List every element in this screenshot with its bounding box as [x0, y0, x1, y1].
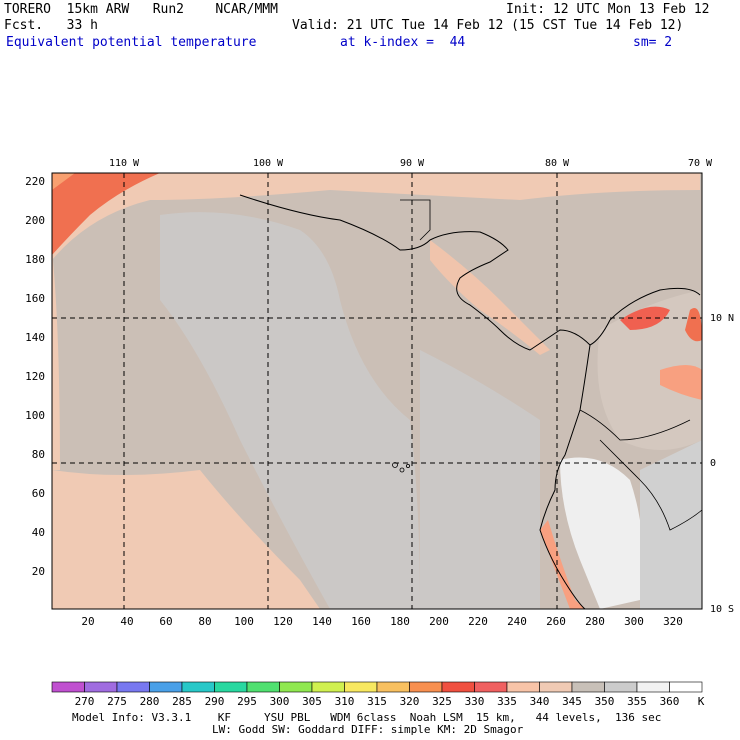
- y-tick-label: 200: [25, 214, 45, 227]
- theta-e-field: [52, 173, 702, 609]
- longitude-labels: 110 W 100 W 90 W 80 W 70 W: [109, 158, 713, 169]
- x-tick-label: 280: [585, 615, 605, 628]
- colorbar-swatch: [571, 681, 605, 693]
- y-tick-label: 160: [25, 292, 45, 305]
- colorbar-labels: 270 275 280 285 290 295 300 305 310 315 320 325 330 3…: [75, 695, 705, 708]
- colorbar-swatch: [539, 681, 573, 693]
- colorbar-swatch: [214, 681, 248, 693]
- y-tick-label: 100: [25, 409, 45, 422]
- colorbar-label: 355: [627, 695, 647, 708]
- colorbar-label: 340: [530, 695, 550, 708]
- latlon-grid: [52, 173, 702, 609]
- x-tick-label: 80: [198, 615, 211, 628]
- x-tick-label: 20: [81, 615, 94, 628]
- colorbar-swatch: [246, 681, 280, 693]
- latitude-label: 10 N: [710, 313, 734, 324]
- latitude-label: 10 S: [710, 604, 734, 615]
- colorbar-swatch: [636, 681, 670, 693]
- colorbar-label: 295: [237, 695, 257, 708]
- colorbar-label: 280: [140, 695, 160, 708]
- forecast-hour: Fcst. 33 h: [4, 18, 98, 33]
- longitude-label: 70 W: [688, 158, 713, 169]
- colorbar-unit: K: [698, 695, 705, 708]
- x-tick-label: 180: [390, 615, 410, 628]
- map-frame: [51, 172, 703, 610]
- colorbar-swatch: [604, 681, 638, 693]
- colorbar-swatch: [279, 681, 313, 693]
- colorbar-swatch: [474, 681, 508, 693]
- x-tick-label: 60: [159, 615, 172, 628]
- colorbar-swatch: [344, 681, 378, 693]
- longitude-label: 110 W: [109, 158, 140, 169]
- longitude-label: 90 W: [400, 158, 425, 169]
- smoothing-label: sm= 2: [633, 35, 673, 50]
- init-time: Init: 12 UTC Mon 13 Feb 12: [506, 2, 710, 17]
- colorbar-label: 330: [465, 695, 485, 708]
- colorbar-swatch: [376, 681, 410, 693]
- longitude-label: 100 W: [253, 158, 284, 169]
- colorbar-swatch: [669, 681, 703, 693]
- colorbar-label: 305: [302, 695, 322, 708]
- model-title: TORERO 15km ARW Run2 NCAR/MMM: [4, 2, 278, 17]
- x-tick-label: 120: [273, 615, 293, 628]
- y-tick-label: 40: [32, 526, 45, 539]
- field-name: Equivalent potential temperature: [6, 35, 257, 50]
- colorbar-swatch: [506, 681, 540, 693]
- level-label: at k-index = 44: [340, 35, 466, 50]
- x-tick-label: 320: [663, 615, 683, 628]
- y-tick-label: 120: [25, 370, 45, 383]
- colorbar-label: 315: [367, 695, 387, 708]
- latitude-label: 0: [710, 458, 716, 469]
- x-tick-label: 240: [507, 615, 527, 628]
- colorbar-label: 275: [107, 695, 127, 708]
- colorbar-label: 335: [497, 695, 517, 708]
- x-tick-label: 140: [312, 615, 332, 628]
- y-tick-label: 80: [32, 448, 45, 461]
- colorbar-label: 345: [562, 695, 582, 708]
- colorbar-swatch: [311, 681, 345, 693]
- y-tick-label: 60: [32, 487, 45, 500]
- y-tick-label: 180: [25, 253, 45, 266]
- y-tick-label: 20: [32, 565, 45, 578]
- colorbar-label: 270: [75, 695, 95, 708]
- colorbar-swatch: [84, 681, 118, 693]
- x-tick-label: 160: [351, 615, 371, 628]
- colorbar: [51, 681, 703, 693]
- x-tick-label: 100: [234, 615, 254, 628]
- colorbar-swatch: [149, 681, 183, 693]
- y-tick-label: 140: [25, 331, 45, 344]
- valid-time: Valid: 21 UTC Tue 14 Feb 12 (15 CST Tue …: [292, 18, 684, 33]
- y-axis-ticks: 220 200 180 160 140 120 100 80 60 40 20: [25, 175, 45, 578]
- colorbar-label: 320: [400, 695, 420, 708]
- model-info-line: Model Info: V3.3.1 KF YSU PBL WDM 6class…: [72, 711, 662, 724]
- colorbar-label: 290: [205, 695, 225, 708]
- colorbar-swatch: [116, 681, 150, 693]
- colorbar-swatch: [441, 681, 475, 693]
- x-tick-label: 220: [468, 615, 488, 628]
- colorbar-label: 325: [432, 695, 452, 708]
- longitude-label: 80 W: [545, 158, 570, 169]
- latitude-labels: 10 N 0 10 S: [710, 313, 734, 615]
- x-tick-label: 300: [624, 615, 644, 628]
- y-tick-label: 220: [25, 175, 45, 188]
- colorbar-label: 360: [660, 695, 680, 708]
- x-tick-label: 200: [429, 615, 449, 628]
- x-tick-label: 40: [120, 615, 133, 628]
- colorbar-label: 310: [335, 695, 355, 708]
- physics-info-line: LW: Godd SW: Goddard DIFF: simple KM: 2D…: [212, 723, 524, 736]
- x-axis-ticks: 20 40 60 80 100 120 140 160 180 200 220 240 260 280 30…: [81, 615, 683, 628]
- colorbar-label: 285: [172, 695, 192, 708]
- colorbar-swatch: [181, 681, 215, 693]
- colorbar-label: 300: [270, 695, 290, 708]
- colorbar-label: 350: [595, 695, 615, 708]
- x-tick-label: 260: [546, 615, 566, 628]
- colorbar-swatch: [51, 681, 85, 693]
- colorbar-swatch: [409, 681, 443, 693]
